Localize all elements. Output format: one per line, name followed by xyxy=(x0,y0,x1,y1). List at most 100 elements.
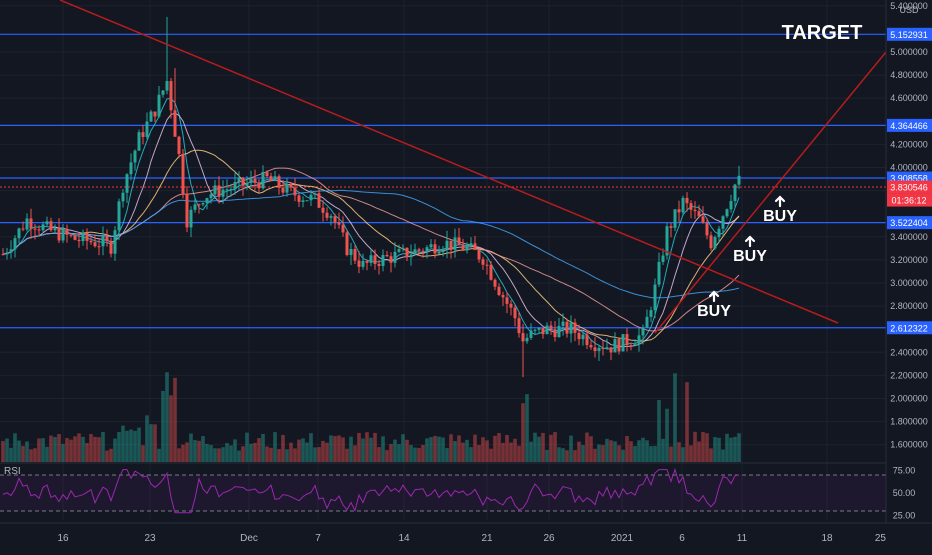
candle-body xyxy=(45,221,49,225)
volume-bar xyxy=(729,437,733,462)
volume-bar xyxy=(213,448,217,462)
volume-bar xyxy=(325,442,329,462)
volume-bar xyxy=(233,439,237,462)
candle-body xyxy=(277,176,281,188)
volume-bar xyxy=(337,435,341,462)
candle-body xyxy=(461,245,465,251)
candle-body xyxy=(201,203,205,205)
candle-body xyxy=(81,232,85,242)
volume-bar xyxy=(349,436,353,462)
candle-body xyxy=(397,249,401,252)
candle-body xyxy=(237,177,241,183)
volume-bar xyxy=(85,443,89,462)
candle-body xyxy=(457,237,461,246)
candle-body xyxy=(57,227,61,241)
buy-label: BUY xyxy=(733,248,767,265)
price-tick-label: 4.000000 xyxy=(890,162,928,172)
volume-bar xyxy=(425,438,429,462)
candle-body xyxy=(353,249,357,261)
volume-bar xyxy=(685,382,689,462)
candle-body xyxy=(677,209,681,213)
rsi-tick-label: 25.00 xyxy=(893,511,916,521)
candle-body xyxy=(481,259,485,265)
candle-body xyxy=(725,209,729,217)
candle-body xyxy=(93,242,97,247)
volume-bar xyxy=(321,440,325,462)
volume-bar xyxy=(717,437,721,462)
candle-body xyxy=(89,240,93,243)
candle-body xyxy=(281,187,285,193)
volume-bar xyxy=(69,439,73,462)
time-tick-label: 18 xyxy=(821,533,833,544)
volume-bar xyxy=(581,445,585,462)
candle-body xyxy=(565,321,569,334)
level-price-tag: 4.364466 xyxy=(890,121,928,131)
volume-bar xyxy=(645,440,649,462)
volume-bar xyxy=(545,449,549,462)
volume-bar xyxy=(57,434,61,462)
candle-body xyxy=(289,183,293,188)
candle-body xyxy=(729,200,733,210)
volume-bar xyxy=(605,438,609,462)
candle-body xyxy=(13,238,17,250)
candle-body xyxy=(561,321,565,326)
candle-body xyxy=(65,228,69,235)
volume-bar xyxy=(245,432,249,462)
candle-body xyxy=(185,194,189,228)
rsi-tick-label: 50.00 xyxy=(893,488,916,498)
time-axis[interactable]: 16 23 Dec 7 14 21 26 2021 6 11 18 25 xyxy=(0,522,932,550)
volume-bar xyxy=(693,431,697,462)
volume-bar xyxy=(65,438,69,462)
volume-bar xyxy=(157,448,161,462)
candle-body xyxy=(617,339,621,352)
volume-bar xyxy=(497,433,501,462)
volume-bar xyxy=(141,445,145,462)
candle-body xyxy=(505,297,509,304)
candle-body xyxy=(597,347,601,352)
candle-body xyxy=(721,216,725,229)
volume-bar xyxy=(389,444,393,462)
candle-body xyxy=(85,232,89,241)
volume-bar xyxy=(641,437,645,462)
volume-bar xyxy=(513,438,517,462)
trend-lines[interactable] xyxy=(59,0,887,334)
candle-body xyxy=(413,249,417,255)
candle-body xyxy=(141,132,145,137)
candle-body xyxy=(9,249,13,253)
candle-body xyxy=(121,192,125,202)
candle-body xyxy=(685,197,689,204)
volume-bar xyxy=(357,432,361,462)
uptrend-line[interactable] xyxy=(654,51,887,334)
buy-label: BUY xyxy=(697,303,731,320)
candlesticks xyxy=(1,16,741,378)
candle-body xyxy=(161,90,165,95)
candle-body xyxy=(305,200,309,202)
candle-body xyxy=(229,189,233,191)
volume-bar xyxy=(261,433,265,462)
volume-bar xyxy=(309,433,313,462)
level-price-tag: 5.152931 xyxy=(890,30,928,40)
level-price-tag-bg xyxy=(887,27,932,41)
volume-bar xyxy=(13,433,17,462)
time-tick-label: 6 xyxy=(679,533,685,544)
volume-bar xyxy=(257,438,261,462)
volume-bar xyxy=(665,408,669,462)
volume-bar xyxy=(61,443,65,462)
candle-body xyxy=(361,260,365,267)
candle-body xyxy=(709,235,713,249)
volume-bar xyxy=(505,434,509,462)
candle-body xyxy=(497,286,501,296)
volume-bar xyxy=(713,437,717,462)
candle-body xyxy=(417,249,421,251)
volume-bar xyxy=(361,438,365,462)
volume-bar xyxy=(277,449,281,462)
candle-body xyxy=(337,222,341,225)
volume-bar xyxy=(329,435,333,462)
volume-bar xyxy=(301,438,305,462)
candle-body xyxy=(1,254,5,256)
candle-body xyxy=(553,329,557,337)
candle-body xyxy=(173,110,177,137)
